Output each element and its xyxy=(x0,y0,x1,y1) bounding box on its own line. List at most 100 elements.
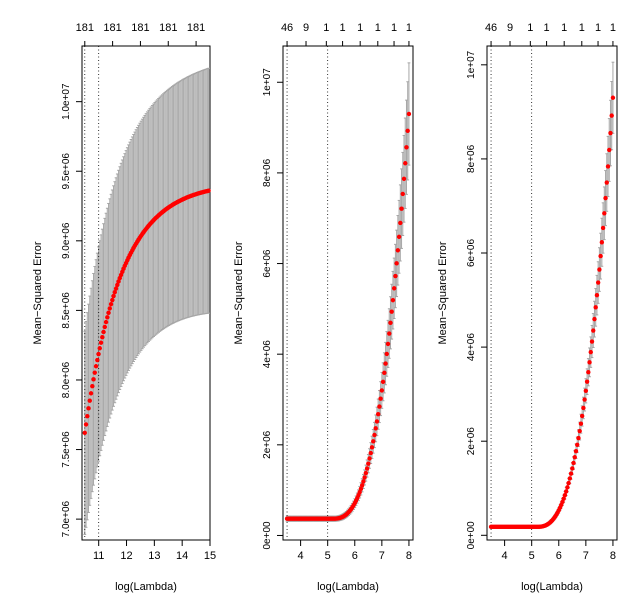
x-axis: 11 12 13 14 15 xyxy=(93,540,216,562)
cv-point-78 xyxy=(584,379,590,384)
x-tick-label-3: 7 xyxy=(583,550,589,562)
y-tick-label-3: 8.5e+06 xyxy=(61,292,72,329)
y-tick-label-4: 9.0e+06 xyxy=(61,222,72,259)
cv-point-19 xyxy=(106,310,111,315)
cv-point-0 xyxy=(82,430,87,436)
cv-point-80 xyxy=(587,360,592,365)
cv-point-74 xyxy=(579,413,585,419)
cv-point-93 xyxy=(399,206,404,211)
y-tick-label-2: 4e+06 xyxy=(262,340,273,369)
cv-point-76 xyxy=(378,396,383,401)
cv-point-26 xyxy=(115,282,120,288)
cv-point-88 xyxy=(393,273,398,279)
cv-point-71 xyxy=(576,435,581,441)
top-tick-label-5: 1 xyxy=(579,22,585,34)
cv-panel-1: 11 12 13 14 15 log(Lambda) 7.0e+06 7.5e+06 8.0e+… xyxy=(32,22,216,593)
y-axis-label: Mean−Squared Error xyxy=(233,241,245,344)
plot-frame xyxy=(282,45,414,541)
cv-point-1 xyxy=(83,422,89,427)
y-tick-label-1: 2e+06 xyxy=(262,430,273,459)
cv-point-94 xyxy=(604,180,609,185)
cv-point-23 xyxy=(111,293,116,299)
cv-point-65 xyxy=(568,471,574,476)
cv-point-86 xyxy=(594,292,600,298)
cv-point-62 xyxy=(361,479,366,484)
cv-point-89 xyxy=(598,253,603,259)
cv-point-92 xyxy=(602,211,607,216)
y-tick-label-4: 8e+06 xyxy=(262,158,273,187)
y-axis: 0e+00 2e+06 4e+06 6e+06 8e+06 1e+07 xyxy=(466,50,487,549)
cv-points xyxy=(284,111,412,521)
cv-point-75 xyxy=(581,405,586,411)
cv-point-96 xyxy=(403,161,408,166)
cv-point-93 xyxy=(603,195,608,201)
x-tick-label-0: 11 xyxy=(93,550,104,562)
x-tick-label-3: 7 xyxy=(379,550,385,562)
cv-point-97 xyxy=(608,130,613,136)
cv-point-61 xyxy=(563,489,569,494)
cv-point-65 xyxy=(364,466,370,471)
y-tick-label-2: 8.0e+06 xyxy=(61,361,72,398)
cv-point-10 xyxy=(95,357,100,363)
cv-point-72 xyxy=(577,428,582,434)
top-tick-label-6: 1 xyxy=(391,22,397,34)
x-tick-label-2: 6 xyxy=(352,550,358,562)
y-tick-label-4: 8e+06 xyxy=(466,144,477,173)
cv-point-76 xyxy=(582,397,587,402)
cv-points xyxy=(488,95,616,530)
top-axis: 46 9 1 1 1 1 1 1 xyxy=(281,22,412,46)
cv-point-79 xyxy=(586,370,591,375)
cv-point-73 xyxy=(374,419,380,424)
top-axis: 46 9 1 1 1 1 1 1 xyxy=(485,22,616,46)
cv-point-99 xyxy=(610,95,616,100)
cv-point-90 xyxy=(599,240,605,245)
x-tick-label-1: 5 xyxy=(325,550,331,562)
cv-point-74 xyxy=(375,411,381,417)
cv-point-98 xyxy=(405,128,410,134)
x-tick-label-4: 8 xyxy=(406,550,412,562)
cv-point-68 xyxy=(368,450,373,456)
cv-point-17 xyxy=(103,319,109,325)
cv-point-92 xyxy=(398,220,403,226)
cv-point-63 xyxy=(362,475,367,480)
cv-point-27 xyxy=(116,279,121,284)
y-tick-label-5: 1e+07 xyxy=(466,50,477,79)
y-tick-label-3: 6e+06 xyxy=(262,249,273,278)
y-axis-label: Mean−Squared Error xyxy=(32,241,44,344)
y-tick-label-5: 1e+07 xyxy=(262,68,273,97)
x-tick-label-1: 5 xyxy=(529,550,535,562)
top-axis: 181 181 181 181 181 xyxy=(76,22,205,46)
x-axis-label: log(Lambda) xyxy=(521,581,583,593)
top-tick-label-3: 181 xyxy=(159,22,177,34)
x-axis: 4 5 6 7 8 xyxy=(298,540,412,562)
y-tick-label-5: 9.5e+06 xyxy=(61,153,72,190)
top-tick-label-0: 181 xyxy=(76,22,94,34)
y-tick-label-0: 0e+00 xyxy=(262,521,273,550)
cv-point-60 xyxy=(358,486,364,492)
top-tick-label-2: 1 xyxy=(323,22,329,34)
cv-point-77 xyxy=(583,388,589,393)
cv-point-73 xyxy=(578,421,584,426)
x-tick-label-1: 12 xyxy=(120,550,132,562)
top-tick-label-1: 9 xyxy=(303,22,309,34)
cv-point-77 xyxy=(379,388,385,393)
cv-point-7 xyxy=(91,377,96,382)
cv-point-94 xyxy=(400,191,405,197)
cv-point-71 xyxy=(372,432,377,438)
x-axis: 4 5 6 7 8 xyxy=(502,540,616,562)
cv-point-79 xyxy=(382,370,387,376)
y-tick-label-1: 2e+06 xyxy=(466,427,477,456)
cv-point-70 xyxy=(575,442,580,447)
cv-point-67 xyxy=(367,456,372,461)
cv-point-99 xyxy=(406,111,412,117)
x-tick-label-2: 6 xyxy=(556,550,562,562)
cv-panel-2: 4 5 6 7 8 log(Lambda) 0e+00 2e+06 4e+06 6e+06 8e+0… xyxy=(233,22,414,593)
top-tick-label-0: 46 xyxy=(281,22,293,34)
cv-point-83 xyxy=(387,331,392,336)
cv-point-64 xyxy=(363,470,369,476)
cv-point-95 xyxy=(605,164,611,169)
cv-point-4 xyxy=(87,398,92,403)
cv-point-59 xyxy=(357,489,362,495)
cv-point-86 xyxy=(390,297,396,303)
